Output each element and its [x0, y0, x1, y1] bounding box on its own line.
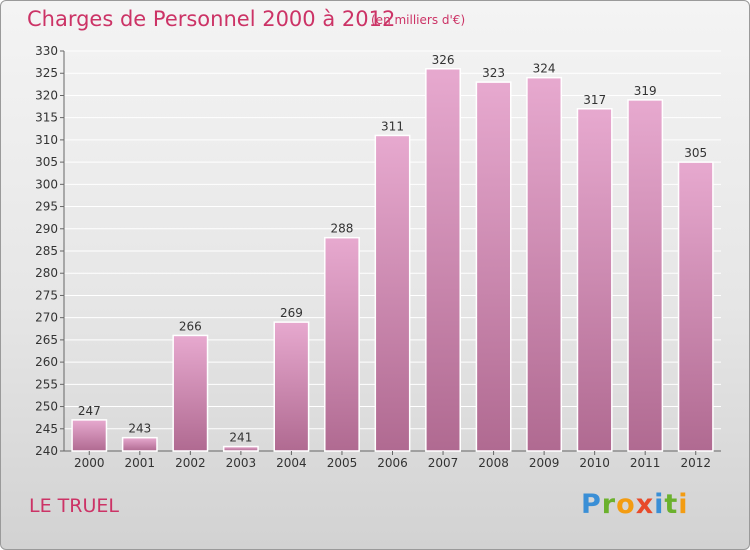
proxiti-logo: Proxiti [581, 489, 689, 520]
y-tick-label: 245 [35, 422, 58, 436]
y-tick-label: 310 [35, 133, 58, 147]
y-tick-label: 305 [35, 155, 58, 169]
x-tick-label-2000: 2000 [74, 456, 105, 470]
chart-title: Charges de Personnel 2000 à 2012 [27, 7, 396, 31]
y-tick-label: 280 [35, 266, 58, 280]
x-tick-label-2008: 2008 [478, 456, 509, 470]
bar-2011 [627, 99, 664, 452]
bar-2007 [425, 68, 461, 452]
value-label-2007: 326 [432, 53, 455, 67]
y-tick-label: 270 [35, 311, 58, 325]
value-label-2011: 319 [634, 84, 657, 98]
x-tick-label-2010: 2010 [579, 456, 610, 470]
y-tick-label: 285 [35, 244, 58, 258]
value-label-2001: 243 [128, 422, 151, 436]
bar-2012 [677, 161, 714, 452]
value-label-2004: 269 [280, 306, 303, 320]
bar-2006 [374, 134, 411, 452]
bar-2005 [324, 236, 360, 452]
x-tick-label-2006: 2006 [377, 456, 408, 470]
y-tick-label: 240 [35, 444, 58, 458]
x-tick-label-2009: 2009 [529, 456, 560, 470]
bar-2000 [71, 419, 108, 452]
y-tick-label: 295 [35, 200, 58, 214]
value-label-2008: 323 [482, 66, 505, 80]
bar-2004 [273, 321, 310, 452]
x-tick-label-2011: 2011 [630, 456, 661, 470]
y-tick-label: 275 [35, 288, 58, 302]
y-tick-label: 330 [35, 44, 58, 58]
y-tick-label: 255 [35, 377, 58, 391]
x-tick-label-2004: 2004 [276, 456, 307, 470]
y-tick-label: 325 [35, 66, 58, 80]
value-label-2005: 288 [331, 222, 354, 236]
x-tick-label-2002: 2002 [175, 456, 206, 470]
value-label-2003: 241 [229, 431, 252, 445]
value-label-2000: 247 [78, 404, 101, 418]
value-label-2002: 266 [179, 319, 202, 333]
value-label-2006: 311 [381, 119, 404, 133]
bar-2008 [475, 81, 512, 452]
bar-2003 [222, 445, 259, 452]
x-tick-label-2003: 2003 [226, 456, 257, 470]
y-tick-label: 315 [35, 111, 58, 125]
x-tick-label-2005: 2005 [327, 456, 358, 470]
value-label-2010: 317 [583, 93, 606, 107]
y-tick-label: 300 [35, 177, 58, 191]
bar-2009 [526, 76, 563, 452]
x-tick-label-2012: 2012 [680, 456, 711, 470]
y-tick-label: 260 [35, 355, 58, 369]
place-label: LE TRUEL [29, 495, 119, 517]
y-tick-label: 290 [35, 222, 58, 236]
value-label-2009: 324 [533, 62, 556, 76]
y-tick-label: 250 [35, 400, 58, 414]
y-tick-label: 320 [35, 88, 58, 102]
bar-2001 [121, 436, 158, 452]
y-tick-label: 265 [35, 333, 58, 347]
bar-2010 [576, 108, 613, 452]
bar-2002 [172, 334, 209, 452]
x-tick-label-2007: 2007 [428, 456, 459, 470]
value-label-2012: 305 [684, 146, 707, 160]
x-tick-label-2001: 2001 [125, 456, 156, 470]
chart-subtitle: (en milliers d'€) [371, 13, 466, 27]
